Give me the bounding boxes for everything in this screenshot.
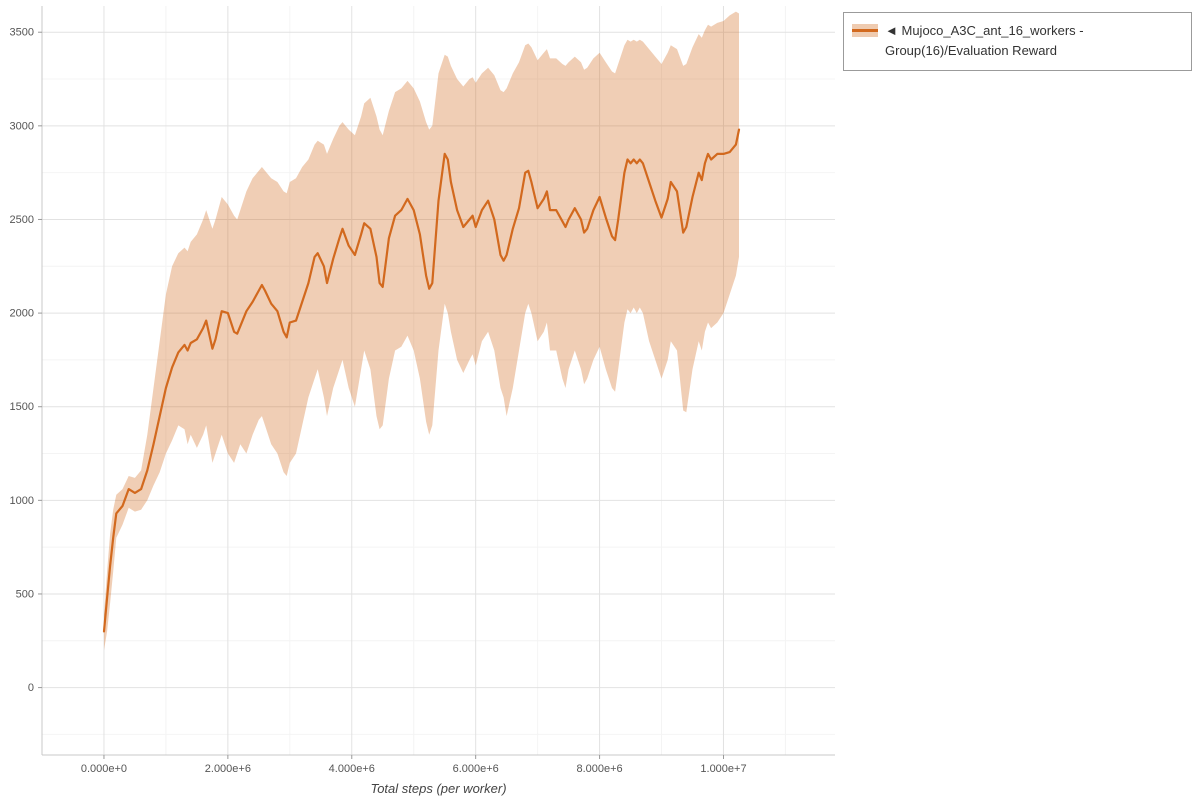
- y-tick-label: 1000: [10, 495, 34, 507]
- legend-run-name: Mujoco_A3C_ant_16_workers - Group(16)/Ev…: [885, 23, 1084, 58]
- legend-box[interactable]: ◄ Mujoco_A3C_ant_16_workers - Group(16)/…: [843, 12, 1192, 71]
- x-tick-label: 8.000e+6: [576, 763, 622, 775]
- y-tick-label: 500: [16, 588, 34, 600]
- y-tick-label: 3500: [10, 27, 34, 39]
- y-tick-label: 2000: [10, 308, 34, 320]
- legend-line-icon: [852, 29, 878, 32]
- y-tick-label: 3000: [10, 120, 34, 132]
- y-tick-label: 2500: [10, 214, 34, 226]
- mean-line: [102, 128, 741, 633]
- x-tick-label: 1.000e+7: [700, 763, 746, 775]
- legend-line-band-icon: [852, 24, 878, 37]
- x-tick-label: 0.000e+0: [81, 763, 127, 775]
- std-band: [104, 11, 739, 651]
- y-tick-label: 0: [28, 682, 34, 694]
- x-tick-label: 6.000e+6: [453, 763, 499, 775]
- x-axis-label: Total steps (per worker): [370, 781, 507, 796]
- legend-collapse-triangle-icon[interactable]: ◄: [885, 23, 898, 38]
- x-tick-label: 2.000e+6: [205, 763, 251, 775]
- y-tick-label: 1500: [10, 401, 34, 413]
- x-tick-label: 4.000e+6: [329, 763, 375, 775]
- legend-label: ◄ Mujoco_A3C_ant_16_workers - Group(16)/…: [885, 21, 1181, 60]
